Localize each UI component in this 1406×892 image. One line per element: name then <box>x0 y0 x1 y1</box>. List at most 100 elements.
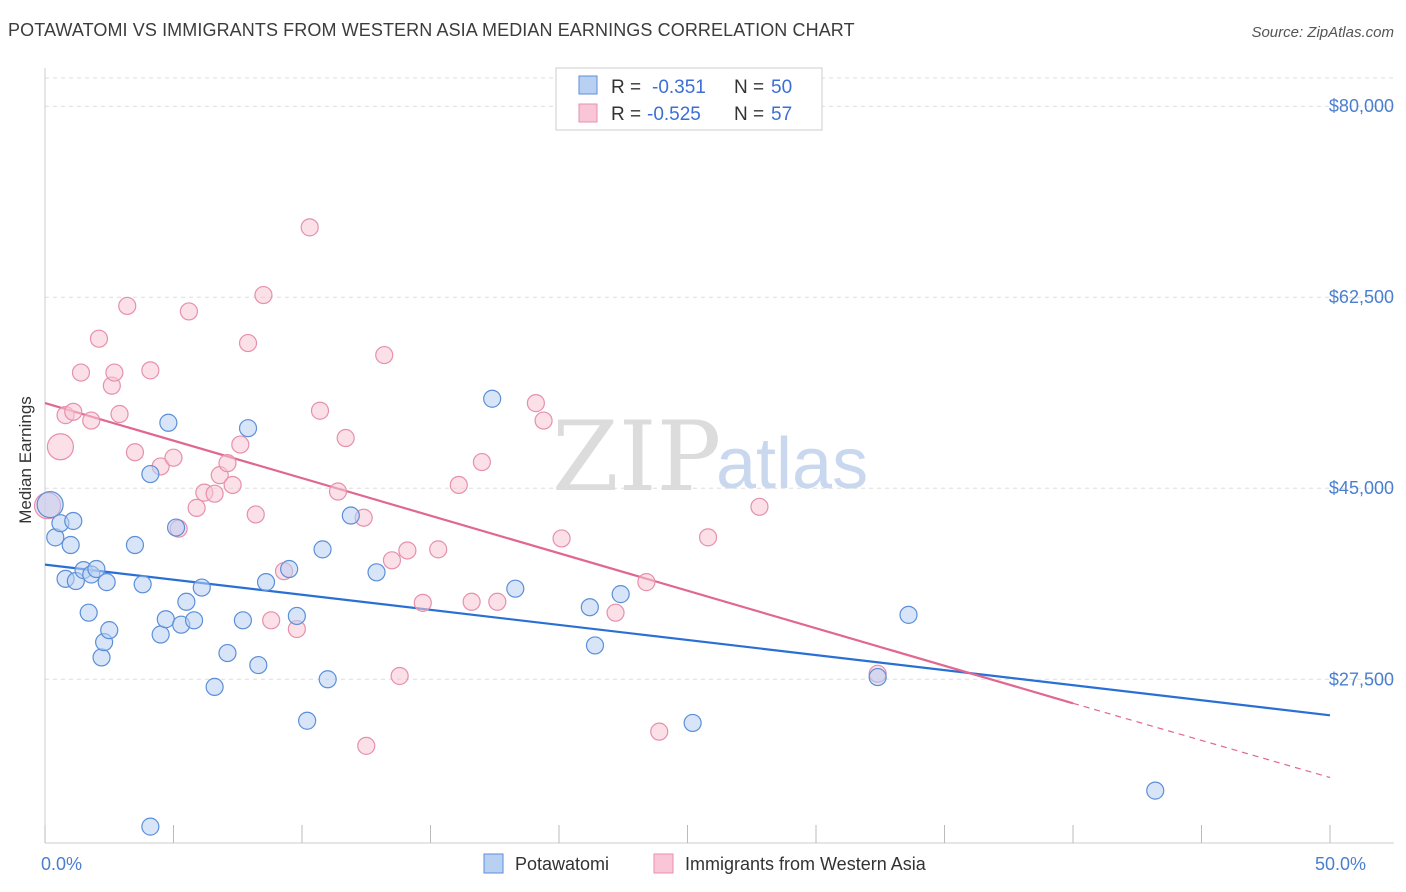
point-potawatomi-8 <box>79 603 98 622</box>
point-western-asia-17 <box>187 498 206 517</box>
trend-line-western-asia-extrapolated <box>1072 702 1331 779</box>
point-potawatomi-16 <box>133 575 152 594</box>
x-tick-label-0: 0.0% <box>41 854 82 874</box>
stats-n-value-western-asia: 57 <box>771 104 792 125</box>
point-potawatomi-33 <box>280 559 299 579</box>
point-western-asia-5 <box>82 411 101 430</box>
point-western-asia-31 <box>310 401 330 420</box>
watermark: ZIP atlas <box>552 401 868 513</box>
point-potawatomi-29 <box>233 611 252 630</box>
legend: Potawatomi Immigrants from Western Asia <box>483 853 927 874</box>
point-potawatomi-34 <box>287 606 306 626</box>
point-potawatomi-40 <box>483 389 502 408</box>
point-western-asia-40 <box>413 593 432 612</box>
point-potawatomi-5 <box>64 511 83 531</box>
point-potawatomi-28 <box>218 643 237 663</box>
point-potawatomi-19 <box>151 625 170 644</box>
point-potawatomi-35 <box>298 711 317 730</box>
stats-r-value-potawatomi: -0.351 <box>652 77 706 98</box>
point-potawatomi-47 <box>899 605 918 624</box>
watermark-atlas: atlas <box>716 424 868 504</box>
point-western-asia-50 <box>637 573 656 592</box>
point-potawatomi-21 <box>159 413 178 432</box>
point-western-asia-8 <box>105 363 124 382</box>
point-western-asia-24 <box>238 333 258 353</box>
stats-n-label-potawatomi: N = <box>734 77 764 98</box>
point-potawatomi-41 <box>506 579 525 598</box>
legend-label-potawatomi: Potawatomi <box>515 854 609 874</box>
point-western-asia-48 <box>552 529 571 548</box>
source-credit: Source: ZipAtlas.com <box>1251 24 1394 41</box>
stats-r-label-potawatomi: R = <box>611 77 641 98</box>
point-western-asia-46 <box>526 394 545 413</box>
point-potawatomi-32 <box>256 573 276 592</box>
point-western-asia-21 <box>218 454 237 473</box>
legend-swatch-western-asia <box>653 853 674 874</box>
point-western-asia-39 <box>398 541 417 560</box>
y-tick-label-2: $45,000 <box>1329 478 1394 498</box>
point-western-asia-26 <box>254 285 273 305</box>
point-potawatomi-4 <box>61 535 80 555</box>
point-western-asia-14 <box>164 448 183 467</box>
point-western-asia-9 <box>110 404 129 424</box>
point-potawatomi-42 <box>580 598 599 617</box>
point-potawatomi-39 <box>367 563 386 582</box>
trend-line-potawatomi <box>44 563 1331 717</box>
point-western-asia-52 <box>698 528 718 547</box>
stats-swatch-potawatomi <box>578 75 598 95</box>
point-potawatomi-15 <box>125 535 145 555</box>
chart-title: POTAWATOMI VS IMMIGRANTS FROM WESTERN AS… <box>8 20 855 40</box>
point-western-asia-35 <box>357 736 376 755</box>
point-western-asia-36 <box>375 345 394 365</box>
legend-item-western-asia[interactable]: Immigrants from Western Asia <box>653 853 927 874</box>
point-potawatomi-44 <box>611 585 630 604</box>
point-western-asia-27 <box>262 611 281 630</box>
watermark-zip: ZIP <box>552 401 721 513</box>
point-potawatomi-18 <box>141 817 160 836</box>
point-potawatomi-25 <box>184 611 204 630</box>
point-western-asia-6 <box>89 329 109 348</box>
point-potawatomi-43 <box>585 636 605 655</box>
point-western-asia-19 <box>205 484 224 503</box>
stats-n-label-western-asia: N = <box>734 104 764 125</box>
point-western-asia-16 <box>179 302 199 321</box>
y-tick-label-3: $27,500 <box>1329 669 1394 689</box>
point-western-asia-4 <box>71 363 91 382</box>
point-potawatomi-31 <box>249 655 268 675</box>
point-potawatomi-36 <box>313 540 332 559</box>
point-potawatomi-45 <box>683 713 702 733</box>
point-western-asia-45 <box>488 592 507 611</box>
point-potawatomi-17 <box>141 464 160 484</box>
point-western-asia-30 <box>300 218 319 237</box>
point-western-asia-25 <box>246 505 265 524</box>
point-potawatomi-24 <box>177 592 196 611</box>
point-potawatomi-27 <box>205 677 224 697</box>
point-western-asia-33 <box>336 428 355 448</box>
point-western-asia-32 <box>328 482 348 501</box>
point-potawatomi-11 <box>92 648 111 667</box>
point-western-asia-49 <box>606 603 625 622</box>
y-tick-label-0: $80,000 <box>1329 96 1394 116</box>
point-western-asia-43 <box>462 592 481 611</box>
stats-r-value-western-asia: -0.525 <box>647 104 701 125</box>
point-potawatomi-0 <box>36 491 64 519</box>
point-western-asia-1 <box>46 433 75 461</box>
point-potawatomi-38 <box>341 506 360 525</box>
point-western-asia-42 <box>449 475 468 495</box>
point-potawatomi-14 <box>100 621 119 640</box>
point-potawatomi-10 <box>87 559 106 579</box>
point-western-asia-23 <box>231 435 250 454</box>
point-western-asia-53 <box>750 497 769 516</box>
point-western-asia-11 <box>125 443 145 462</box>
point-western-asia-47 <box>534 411 553 430</box>
point-western-asia-41 <box>429 540 448 559</box>
point-western-asia-3 <box>64 402 83 421</box>
point-western-asia-51 <box>650 722 669 741</box>
point-western-asia-10 <box>118 296 137 316</box>
legend-item-potawatomi[interactable]: Potawatomi <box>483 853 609 874</box>
axes <box>44 68 1394 844</box>
point-potawatomi-26 <box>192 578 211 597</box>
stats-swatch-western-asia <box>578 103 598 123</box>
point-potawatomi-48 <box>1146 781 1165 800</box>
